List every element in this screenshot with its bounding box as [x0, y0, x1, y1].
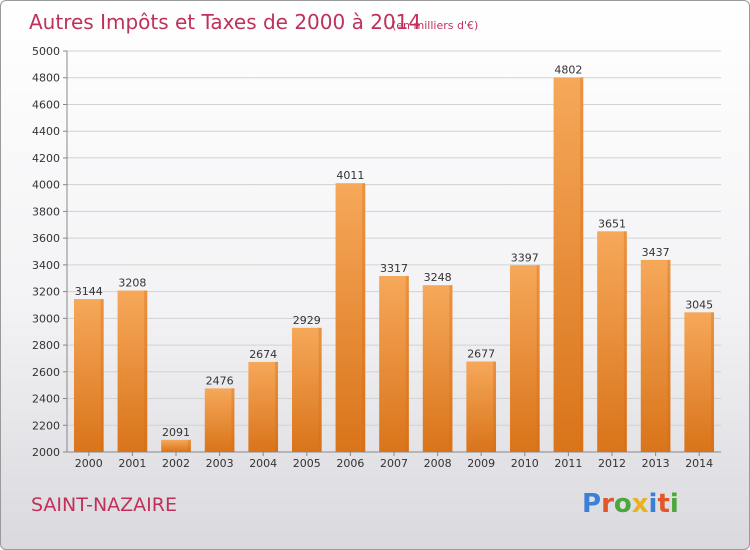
y-tick-label: 3200 [32, 286, 60, 299]
bar [291, 327, 322, 452]
x-tick-label: 2008 [424, 457, 452, 470]
bar-shade [100, 299, 104, 452]
x-tick-label: 2005 [293, 457, 321, 470]
brand-letter: o [613, 489, 632, 519]
data-labels: 3144 3208 2091 2476 2674 2929 4011 3317 3248 2677… [75, 63, 713, 438]
y-tick-label: 2000 [32, 446, 60, 459]
data-label: 2476 [206, 374, 234, 387]
bar-shade [667, 259, 671, 452]
y-tick-label: 4800 [32, 72, 60, 85]
bar-shade [275, 361, 279, 452]
brand-letter: r [601, 489, 614, 519]
y-tick-label: 4400 [32, 125, 60, 138]
y-tick-label: 3600 [32, 232, 60, 245]
x-tick-label: 2009 [467, 457, 495, 470]
data-label: 2929 [293, 314, 321, 327]
bar [422, 285, 453, 452]
y-tick-label: 2400 [32, 393, 60, 406]
bar-shade [231, 388, 235, 452]
x-tick-label: 2004 [249, 457, 277, 470]
y-tick-label: 3400 [32, 259, 60, 272]
y-tick-label: 2600 [32, 366, 60, 379]
bar [379, 275, 409, 452]
bar [248, 361, 279, 452]
chart-title: Autres Impôts et Taxes de 2000 à 2014 [29, 10, 421, 34]
bar [597, 231, 627, 452]
data-label: 3208 [118, 277, 146, 290]
brand-letter: x [631, 489, 649, 519]
bar [684, 312, 715, 452]
data-label: 4802 [554, 63, 582, 76]
y-tick-label: 2200 [32, 419, 60, 432]
bar [117, 290, 148, 452]
bar [204, 388, 235, 452]
data-label: 3317 [380, 262, 408, 275]
data-label: 2677 [467, 348, 495, 361]
bar [640, 259, 671, 452]
x-tick-label: 2007 [380, 457, 408, 470]
bar [466, 361, 497, 452]
brand-letter: i [648, 489, 658, 519]
data-label: 3248 [424, 271, 452, 284]
data-label: 3144 [75, 285, 103, 298]
x-tick-label: 2014 [685, 457, 713, 470]
brand-letter: P [582, 489, 602, 519]
data-label: 3651 [598, 217, 626, 230]
bar-shade [623, 231, 627, 452]
data-label: 2091 [162, 426, 190, 439]
y-tick-label: 4200 [32, 152, 60, 165]
bar-shade [318, 327, 322, 452]
bar-shade [144, 290, 148, 452]
y-tick-label: 4600 [32, 98, 60, 111]
data-label: 3437 [642, 246, 670, 259]
x-tick-label: 2003 [206, 457, 234, 470]
bar-shade [580, 77, 584, 452]
bar-shade [405, 275, 409, 452]
y-tick-label: 5000 [32, 45, 60, 58]
x-tick-label: 2011 [554, 457, 582, 470]
data-label: 3045 [685, 298, 713, 311]
bar-shade [536, 265, 540, 452]
x-tick-label: 2006 [336, 457, 364, 470]
x-tick-label: 2013 [642, 457, 670, 470]
bar [335, 183, 366, 452]
y-tick-label: 2800 [32, 339, 60, 352]
x-tick-label: 2012 [598, 457, 626, 470]
chart-subtitle: (en milliers d'€) [392, 19, 478, 32]
y-tick-label: 3000 [32, 312, 60, 325]
x-tick-label: 2000 [75, 457, 103, 470]
y-tick-label: 4000 [32, 179, 60, 192]
bar-shade [187, 439, 191, 452]
bar-shade [711, 312, 715, 452]
x-tick-label: 2010 [511, 457, 539, 470]
x-tick-label: 2002 [162, 457, 190, 470]
data-label: 4011 [336, 169, 364, 182]
bar [553, 77, 584, 452]
bar-shade [449, 285, 453, 452]
data-label: 3397 [511, 251, 539, 264]
bar [161, 439, 191, 452]
brand-letter: t [657, 489, 670, 519]
y-tick-label: 3800 [32, 205, 60, 218]
bar [509, 265, 540, 452]
brand-logo: Proxiti [582, 489, 679, 519]
brand-letter: i [669, 489, 679, 519]
bar-shade [493, 361, 497, 452]
bar-shade [362, 183, 366, 452]
bar [73, 299, 104, 452]
data-label: 2674 [249, 348, 277, 361]
x-tick-label: 2001 [118, 457, 146, 470]
location-name: SAINT-NAZAIRE [31, 494, 177, 516]
bars [73, 77, 715, 452]
